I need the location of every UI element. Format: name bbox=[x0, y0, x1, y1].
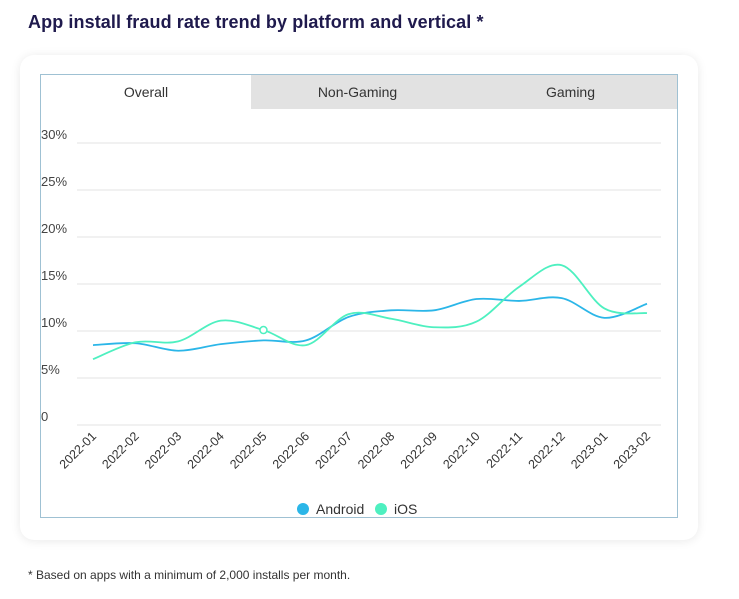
y-tick-label: 10% bbox=[41, 315, 67, 330]
y-tick-label: 30% bbox=[41, 127, 67, 142]
tab-overall[interactable]: Overall bbox=[41, 75, 251, 109]
x-tick-label: 2022-08 bbox=[355, 429, 397, 471]
series-line-ios bbox=[92, 263, 648, 361]
legend-label-android[interactable]: Android bbox=[316, 501, 364, 517]
series-line-android bbox=[92, 296, 648, 352]
x-tick-label: 2023-01 bbox=[568, 429, 610, 471]
tab-gaming[interactable]: Gaming bbox=[464, 75, 677, 109]
page-title: App install fraud rate trend by platform… bbox=[28, 12, 484, 32]
legend-dot-ios[interactable] bbox=[375, 503, 387, 515]
y-tick-label: 25% bbox=[41, 174, 67, 189]
x-tick-label: 2023-02 bbox=[611, 429, 653, 471]
x-tick-label: 2022-09 bbox=[398, 429, 440, 471]
tab-non-gaming[interactable]: Non-Gaming bbox=[251, 75, 464, 109]
y-tick-label: 20% bbox=[41, 221, 67, 236]
x-tick-label: 2022-11 bbox=[484, 429, 526, 471]
x-tick-label: 2022-10 bbox=[440, 429, 482, 471]
x-tick-label: 2022-06 bbox=[270, 429, 312, 471]
x-tick-label: 2022-07 bbox=[312, 429, 354, 471]
tab-bar: Overall Non-Gaming Gaming bbox=[41, 75, 677, 109]
footnote: * Based on apps with a minimum of 2,000 … bbox=[28, 568, 351, 582]
y-tick-label: 5% bbox=[41, 362, 60, 377]
x-tick-label: 2022-05 bbox=[227, 429, 269, 471]
x-tick-label: 2022-01 bbox=[57, 429, 99, 471]
legend-dot-android[interactable] bbox=[297, 503, 309, 515]
y-tick-label: 0 bbox=[41, 409, 48, 424]
x-tick-label: 2022-12 bbox=[526, 429, 568, 471]
line-chart: 05%10%15%20%25%30%2022-01 2022-02 2022-03 2… bbox=[41, 127, 661, 517]
x-tick-label: 2022-02 bbox=[99, 429, 141, 471]
y-tick-label: 15% bbox=[41, 268, 67, 283]
chart-frame: Overall Non-Gaming Gaming 0 5% 10% 15% 20% 25… bbox=[40, 74, 678, 518]
data-point-marker[interactable] bbox=[259, 325, 268, 335]
x-tick-label: 2022-04 bbox=[185, 429, 227, 471]
x-tick-label: 2022-03 bbox=[142, 429, 184, 471]
legend-label-ios[interactable]: iOS bbox=[394, 501, 417, 517]
